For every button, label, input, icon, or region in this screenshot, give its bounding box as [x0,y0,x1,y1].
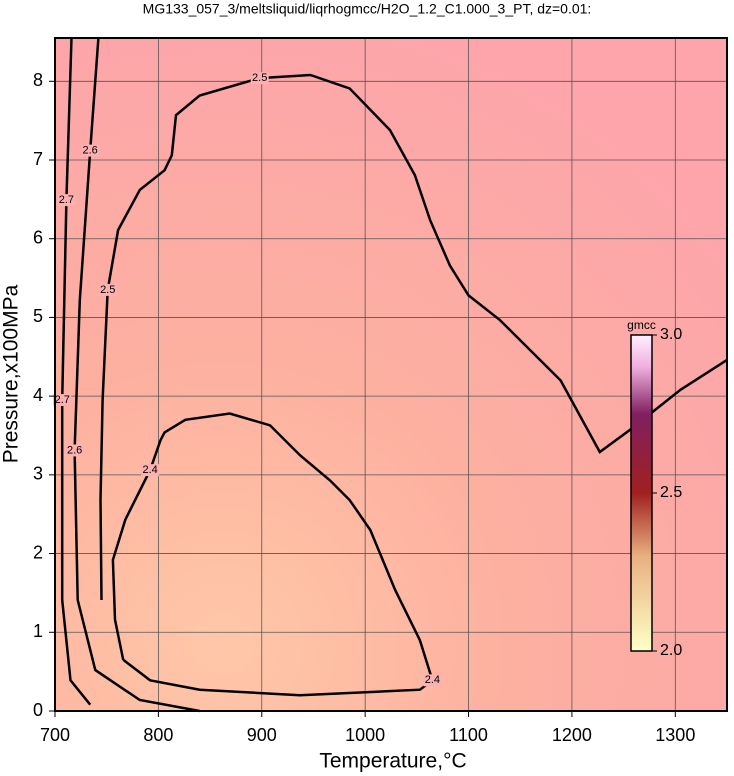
colorbar-tick-label: 3.0 [660,326,682,343]
x-axis-title: Temperature,°C [319,750,466,773]
contour-label: 2.4 [425,674,440,686]
contour-label-bg [250,72,269,85]
plot-frame [54,37,728,712]
contour-line [111,412,434,697]
y-tick-label: 0 [33,700,43,720]
colorbar-tick-label: 2.0 [660,642,682,659]
colorbar-label: gmcc [627,318,656,332]
contour-line [73,37,200,713]
contour-label-bg [98,283,117,296]
contour-label-bg [65,444,84,457]
chart-title: MG133_057_3/meltsliquid/liqrhogmcc/H2O_1… [143,1,592,17]
contour-label: 2.6 [83,144,98,156]
contour-line [99,73,728,601]
x-tick-label: 900 [247,725,277,745]
contour-label-bg [423,674,442,687]
contour-label-bg [81,144,100,157]
x-tick-label: 1300 [655,725,695,745]
y-tick-label: 8 [33,70,43,90]
contour-label: 2.5 [100,284,115,296]
y-tick-label: 7 [33,149,43,169]
x-tick-label: 1100 [449,725,488,745]
x-tick-label: 1000 [345,725,385,745]
contour-label: 2.5 [252,72,267,84]
y-tick-label: 1 [33,621,43,641]
y-tick-label: 6 [33,227,43,247]
y-tick-label: 2 [33,542,43,562]
colorbar [630,334,653,652]
contour-label: 2.7 [59,194,74,206]
contour-line [60,37,92,706]
colorbar-tick-label: 2.5 [660,484,682,501]
plot-area [55,38,727,711]
y-axis-title: Pressure,x100MPa [0,284,23,463]
contour-label-bg [57,194,76,207]
y-tick-label: 5 [33,306,43,326]
x-tick-label: 1200 [552,725,592,745]
contour-label: 2.7 [55,394,70,406]
x-tick-label: 700 [40,725,70,745]
x-tick-label: 800 [143,725,173,745]
contour-label-bg [141,464,160,477]
contour-label-bg [53,394,72,407]
contour-label: 2.4 [142,464,157,476]
y-tick-label: 3 [33,464,43,484]
contour-label: 2.6 [67,444,82,456]
y-tick-label: 4 [33,385,43,405]
